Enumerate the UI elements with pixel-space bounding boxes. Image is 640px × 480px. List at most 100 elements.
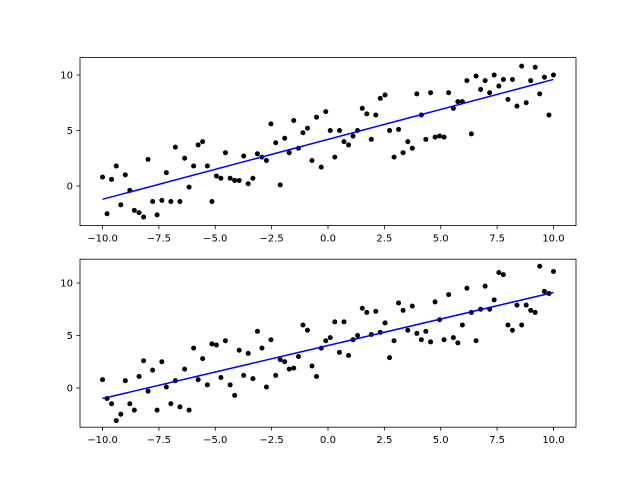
data-point	[359, 305, 365, 311]
data-point	[346, 352, 352, 358]
data-point	[109, 401, 115, 407]
data-point	[505, 96, 511, 102]
data-point	[291, 365, 297, 371]
data-point	[541, 74, 547, 80]
data-point	[482, 78, 488, 84]
data-point	[528, 307, 534, 313]
data-point	[387, 128, 393, 134]
data-point	[182, 155, 188, 161]
data-point	[300, 130, 306, 136]
data-point	[209, 341, 215, 347]
data-point	[209, 199, 215, 205]
data-point	[405, 139, 411, 145]
data-point	[546, 112, 552, 118]
y-tick-label: 5	[67, 331, 73, 342]
fit-line	[102, 78, 554, 201]
data-point	[163, 384, 169, 390]
x-tick-label: 0.0	[320, 435, 336, 446]
data-point	[346, 142, 352, 148]
x-tick-label: 7.5	[489, 435, 505, 446]
data-point	[332, 154, 338, 160]
data-point	[468, 131, 474, 137]
data-point	[136, 373, 142, 379]
data-point	[241, 372, 247, 378]
data-point	[122, 172, 128, 178]
data-point	[382, 320, 388, 326]
data-point	[359, 105, 365, 111]
data-point	[168, 401, 174, 407]
data-point	[514, 103, 520, 109]
data-point	[245, 181, 251, 187]
data-point	[450, 335, 456, 341]
data-point	[478, 86, 484, 92]
data-point	[222, 150, 228, 156]
data-point	[496, 270, 502, 276]
data-point	[122, 378, 128, 384]
data-point	[150, 367, 156, 373]
data-point	[172, 144, 178, 150]
data-point	[414, 330, 420, 336]
x-tick-label: −5.0	[203, 435, 227, 446]
data-point	[382, 92, 388, 98]
data-point	[473, 73, 479, 79]
data-point	[218, 175, 224, 181]
data-point	[428, 339, 434, 345]
data-point	[409, 145, 415, 151]
data-point	[250, 376, 256, 382]
data-point	[496, 83, 502, 89]
data-point	[177, 404, 183, 410]
data-point	[487, 90, 493, 96]
data-point	[236, 347, 242, 353]
data-point	[336, 128, 342, 134]
data-point	[150, 199, 156, 205]
data-point	[537, 263, 543, 269]
data-point	[218, 375, 224, 381]
fit-line	[102, 291, 554, 400]
y-tick-label: 0	[67, 384, 73, 395]
data-point	[282, 135, 288, 141]
data-point	[519, 322, 525, 328]
data-point	[519, 63, 525, 69]
data-point	[491, 72, 497, 78]
data-point	[145, 156, 151, 162]
data-point	[327, 128, 333, 134]
data-point	[191, 345, 197, 351]
y-tick-label: 10	[60, 71, 73, 82]
data-point	[177, 199, 183, 205]
x-tick-label: −7.5	[147, 234, 171, 245]
data-point	[437, 133, 443, 139]
data-point	[491, 297, 497, 303]
data-point	[387, 355, 393, 361]
data-point	[459, 322, 465, 328]
data-point	[528, 78, 534, 84]
data-point	[464, 285, 470, 291]
data-point	[537, 91, 543, 97]
data-point	[232, 177, 238, 183]
data-point	[131, 407, 137, 413]
data-point	[254, 328, 260, 334]
data-point	[432, 134, 438, 140]
data-point	[204, 382, 210, 388]
data-point	[364, 111, 370, 117]
data-point	[232, 392, 238, 398]
data-point	[131, 207, 137, 213]
x-tick-label: −2.5	[259, 435, 283, 446]
x-tick-label: 5.0	[433, 435, 449, 446]
data-point	[186, 184, 192, 190]
data-point	[441, 337, 447, 343]
x-tick-label: 10.0	[542, 435, 564, 446]
data-point	[227, 382, 233, 388]
data-point	[482, 283, 488, 289]
data-point	[400, 150, 406, 156]
data-point	[341, 139, 347, 145]
x-tick-label: −7.5	[147, 435, 171, 446]
data-point	[423, 136, 429, 142]
data-point	[200, 139, 206, 145]
x-tick-label: 0.0	[320, 234, 336, 245]
data-point	[100, 174, 106, 180]
data-point	[532, 64, 538, 70]
data-point	[473, 338, 479, 344]
data-point	[500, 272, 506, 278]
data-point	[446, 90, 452, 96]
